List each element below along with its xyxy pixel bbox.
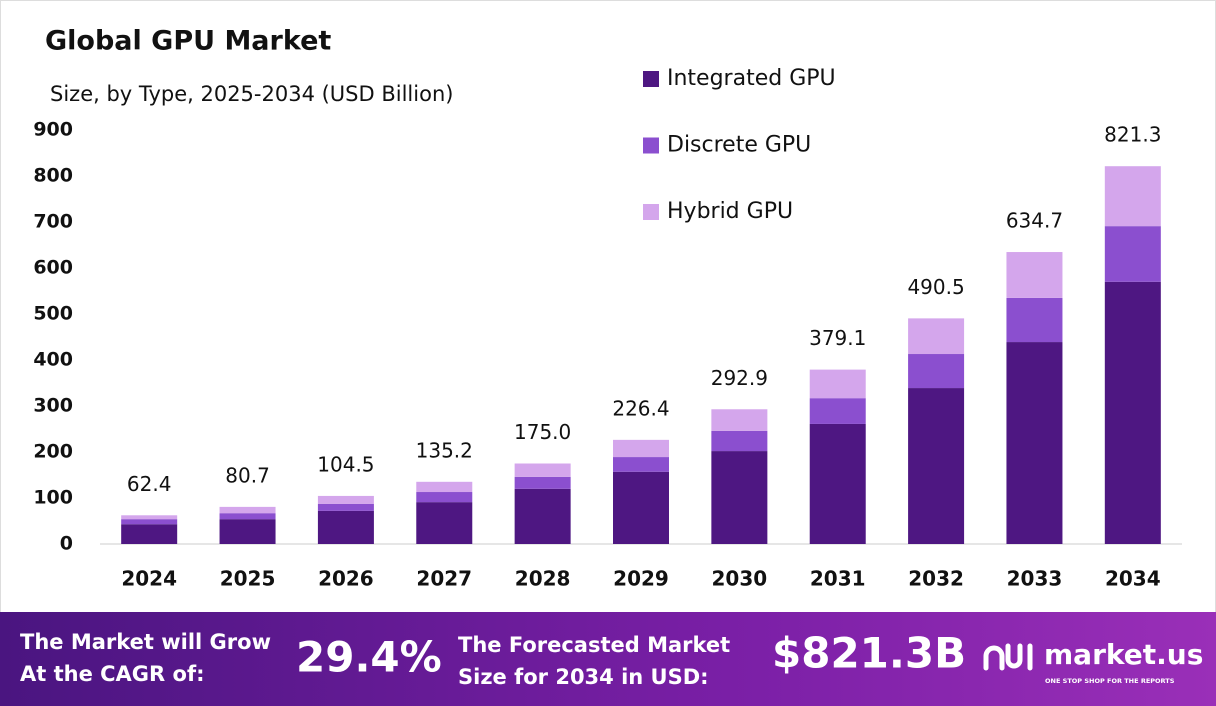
bar-segment (317, 510, 374, 544)
y-tick-label: 600 (33, 257, 73, 279)
legend-swatch (643, 71, 659, 87)
total-label: 62.4 (127, 472, 172, 496)
bar-segment (416, 481, 473, 493)
total-label: 490.5 (907, 275, 964, 299)
total-label: 226.4 (612, 396, 669, 420)
bar-segment (416, 492, 473, 503)
bar-segment (514, 476, 571, 489)
x-tick-label: 2032 (908, 567, 964, 591)
y-tick-label: 500 (33, 303, 73, 325)
legend-label: Integrated GPU (667, 66, 836, 91)
forecast-value: $821.3B (772, 629, 966, 678)
y-tick-label: 800 (33, 165, 73, 187)
x-tick-label: 2030 (712, 567, 768, 591)
bar-segment (317, 503, 374, 511)
y-tick-label: 400 (33, 349, 73, 371)
footer-text: At the CAGR of: (20, 662, 205, 686)
bar-segment (711, 451, 768, 544)
bar-segment (514, 488, 571, 544)
bar-segment (1104, 226, 1161, 282)
bar-segment (1006, 297, 1063, 343)
x-tick-label: 2026 (318, 567, 374, 591)
y-tick-label: 0 (60, 533, 73, 555)
legend-label: Discrete GPU (667, 133, 811, 158)
total-label: 104.5 (317, 452, 374, 476)
x-tick-label: 2033 (1007, 567, 1063, 591)
x-tick-label: 2028 (515, 567, 571, 591)
bar-segment (1006, 342, 1063, 544)
total-label: 80.7 (225, 463, 270, 487)
total-label: 379.1 (809, 326, 866, 350)
x-tick-label: 2024 (121, 567, 177, 591)
bar-segment (908, 388, 965, 544)
total-label: 292.9 (711, 366, 768, 390)
x-tick-label: 2031 (810, 567, 866, 591)
bar-segment (613, 457, 669, 472)
bar-segment (809, 369, 866, 399)
bar-segment (613, 471, 669, 544)
bar-segment (809, 423, 866, 544)
bar-segment (1006, 252, 1063, 298)
legend-swatch (643, 204, 659, 220)
bar-segment (317, 495, 374, 504)
y-tick-label: 200 (33, 441, 73, 463)
bar-segment (219, 519, 276, 544)
y-tick-label: 700 (33, 211, 73, 233)
footer-text: The Forecasted Market (458, 633, 730, 657)
legend-swatch (643, 137, 659, 154)
bar-segment (121, 524, 178, 544)
bar-segment (908, 318, 965, 355)
bar-segment (514, 463, 571, 477)
bar-segment (219, 513, 276, 520)
footer-banner (0, 612, 1216, 706)
y-tick-label: 900 (33, 119, 73, 141)
bar-segment (121, 519, 178, 525)
x-tick-label: 2029 (613, 567, 669, 591)
brand-logo (983, 643, 1033, 671)
brand-tagline: ONE STOP SHOP FOR THE REPORTS (1045, 677, 1175, 685)
bar-segment (711, 409, 768, 431)
footer-text: The Market will Grow (20, 630, 271, 654)
x-tick-label: 2034 (1105, 567, 1161, 591)
y-tick-label: 100 (33, 487, 73, 509)
bar-segment (416, 502, 473, 544)
cagr-value: 29.4% (296, 633, 442, 682)
bar-segment (809, 398, 866, 424)
total-label: 175.0 (514, 420, 571, 444)
x-tick-label: 2025 (220, 567, 276, 591)
bar-segment (613, 439, 669, 458)
total-label: 821.3 (1104, 123, 1161, 147)
bar-segment (711, 430, 768, 452)
footer-text: Size for 2034 in USD: (458, 665, 709, 689)
chart-subtitle: Size, by Type, 2025-2034 (USD Billion) (50, 82, 453, 106)
total-label: 634.7 (1006, 209, 1063, 233)
legend: Integrated GPU Discrete GPU Hybrid GPU (643, 66, 836, 224)
bar-segment (121, 515, 178, 520)
bar-segment (908, 354, 965, 389)
y-tick-label: 300 (33, 395, 73, 417)
legend-label: Hybrid GPU (667, 199, 793, 224)
x-tick-label: 2027 (416, 567, 472, 591)
bar-segment (1104, 166, 1161, 227)
total-label: 135.2 (416, 438, 473, 462)
brand-name: market.us (1044, 638, 1203, 671)
bar-segment (219, 506, 276, 514)
bar-segment (1104, 281, 1161, 544)
chart-title: Global GPU Market (45, 26, 331, 57)
